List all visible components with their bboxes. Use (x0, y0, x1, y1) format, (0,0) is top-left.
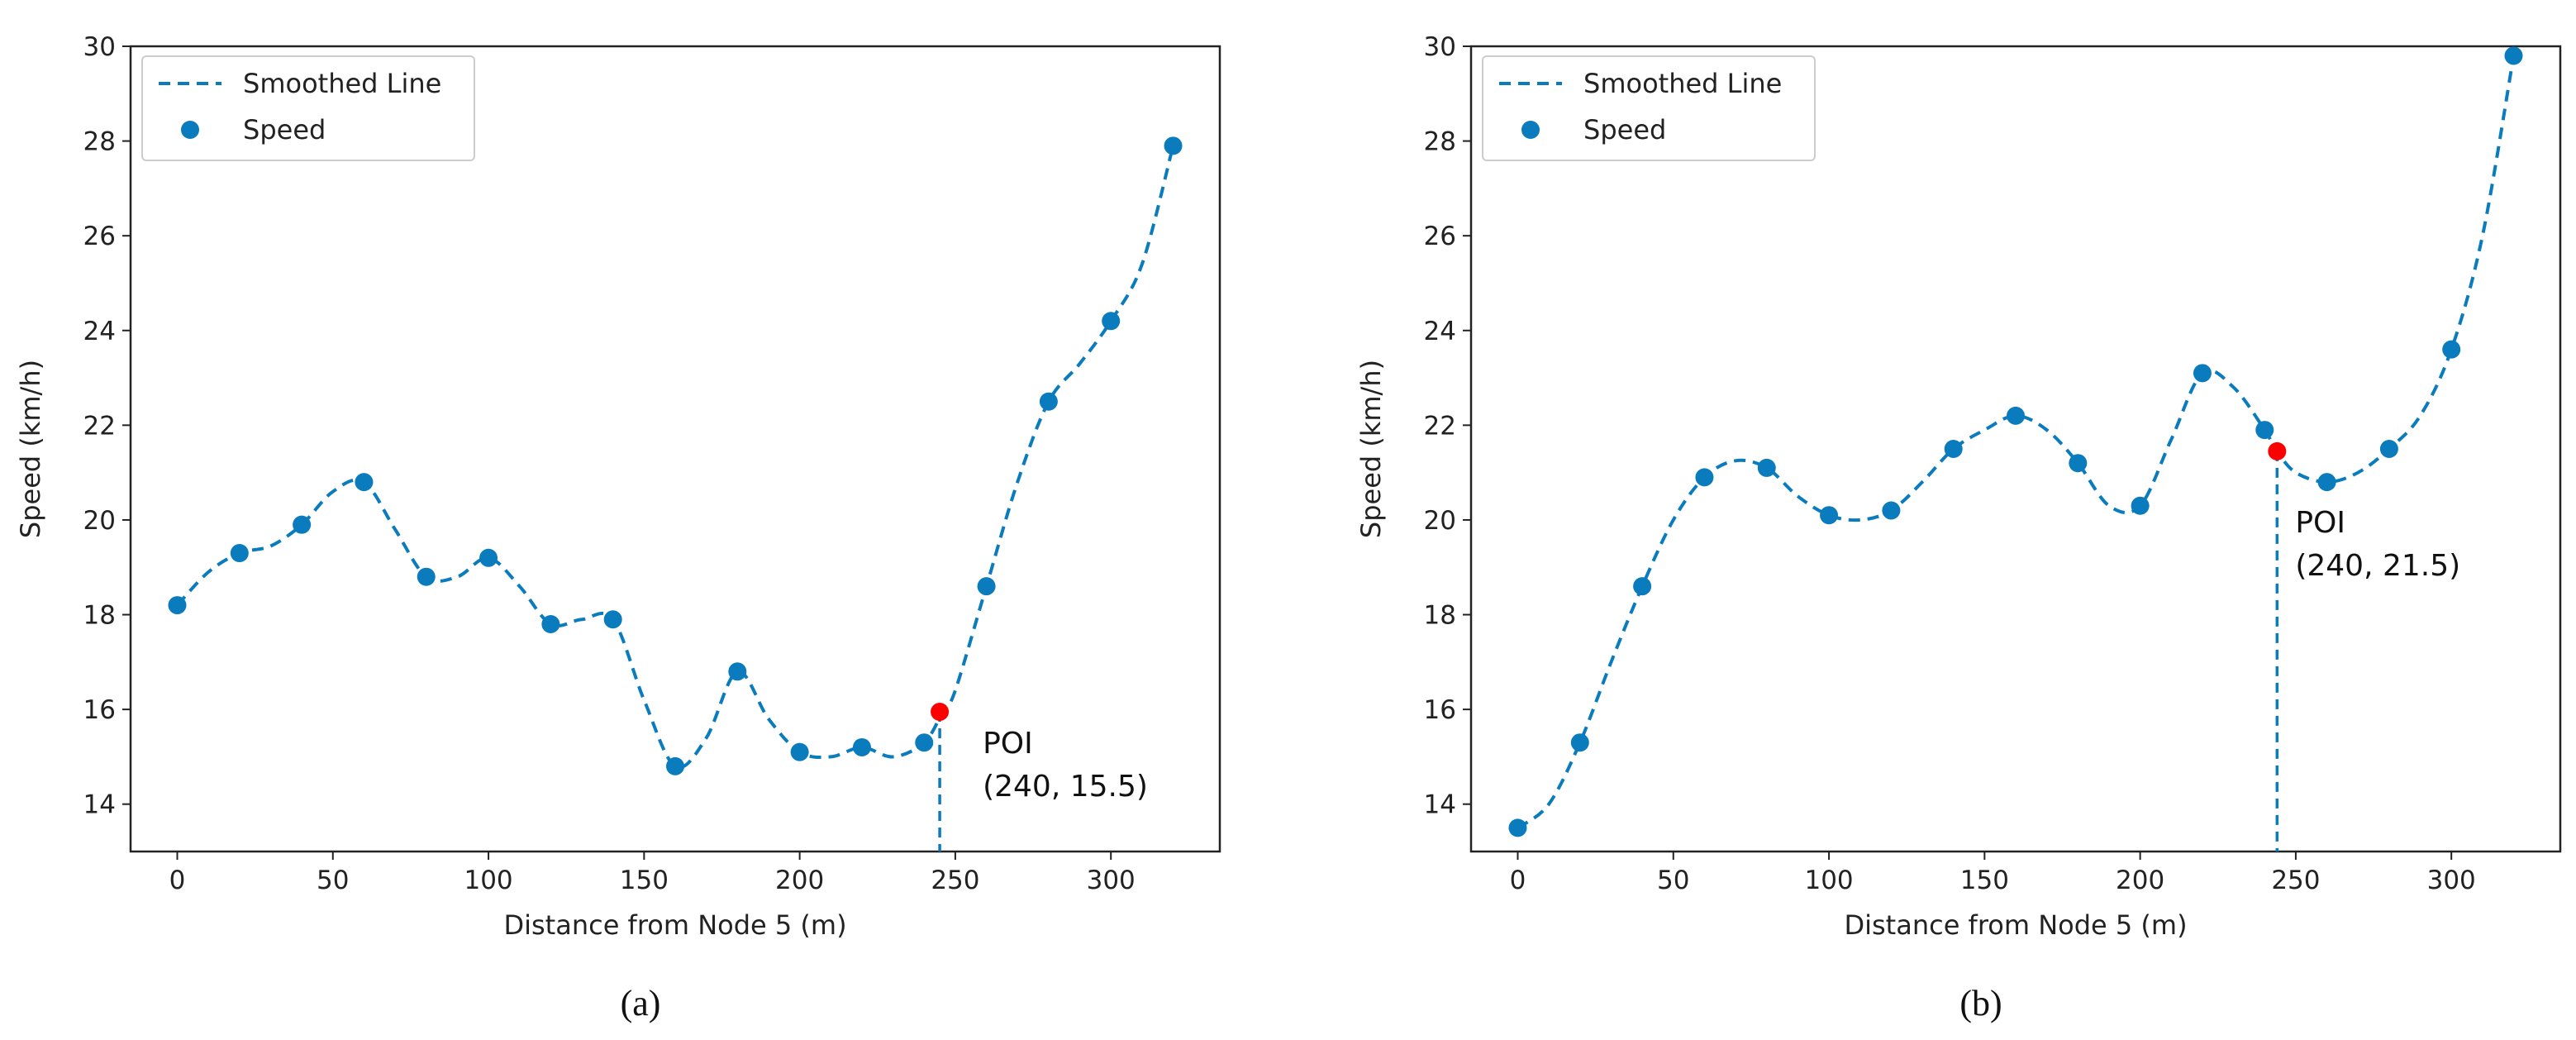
y-tick-label: 24 (83, 317, 116, 346)
chart-panel-a: 0 50 100 150 200 250 300 14 16 18 20 22 24 26 28 30 POI… (15, 32, 1221, 1023)
speed-point (2193, 364, 2212, 383)
speed-point (1508, 818, 1527, 837)
x-tick-label: 250 (2271, 866, 2320, 895)
x-tick-label: 200 (775, 866, 824, 895)
speed-point (1039, 392, 1058, 411)
x-tick-label: 300 (2427, 866, 2476, 895)
x-tick-label: 150 (620, 866, 669, 895)
speed-point (2442, 340, 2461, 359)
y-tick-label: 28 (83, 127, 116, 157)
y-tick-label: 14 (1424, 790, 1456, 820)
legend: Smoothed Line Speed (141, 55, 475, 161)
x-tick-label: 100 (1804, 866, 1853, 895)
speed-point (293, 515, 312, 534)
legend-speed-label: Speed (243, 114, 326, 146)
speed-point (852, 737, 871, 756)
poi-marker (931, 702, 950, 721)
speed-point (2317, 473, 2336, 492)
speed-point (2504, 46, 2523, 65)
speed-point (1695, 468, 1714, 487)
legend-box (141, 55, 475, 161)
x-tick-label: 50 (317, 866, 349, 895)
speed-points (168, 136, 1183, 775)
y-tick-label: 16 (1424, 695, 1456, 725)
speed-point (1944, 440, 1963, 458)
y-tick-label: 22 (83, 411, 116, 441)
y-tick-label: 18 (1424, 601, 1456, 631)
poi-coords: (240, 21.5) (2295, 549, 2460, 583)
y-tick-label: 28 (1424, 127, 1456, 157)
x-axis-label: Distance from Node 5 (m) (1844, 909, 2187, 941)
speed-points (1508, 46, 2523, 837)
y-tick-label: 26 (83, 222, 116, 251)
axis-ticks: 0 50 100 150 200 250 300 14 16 18 20 22 24 26 28 30 (83, 32, 1136, 895)
panel-caption: (b) (1959, 983, 2002, 1023)
speed-point (1570, 733, 1589, 752)
speed-point (1882, 501, 1901, 520)
speed-point (666, 756, 684, 775)
x-tick-label: 100 (464, 866, 512, 895)
speed-point (915, 733, 934, 752)
speed-point (790, 742, 809, 761)
legend-speed-swatch (1521, 121, 1540, 139)
speed-point (479, 548, 498, 567)
chart-panel-b: 0 50 100 150 200 250 300 14 16 18 20 22 24 26 28 30 POI… (1355, 32, 2562, 1023)
x-tick-label: 0 (1510, 866, 1526, 895)
plot-frame (129, 45, 1221, 853)
y-tick-label: 30 (83, 32, 116, 62)
speed-point (355, 473, 374, 492)
speed-point (728, 662, 747, 681)
speed-point (603, 610, 622, 629)
legend-smoothed-label: Smoothed Line (243, 68, 441, 99)
speed-point (1164, 136, 1183, 155)
panel-caption: (a) (621, 983, 661, 1023)
poi-coords: (240, 15.5) (983, 770, 1148, 804)
poi-label: POI (2295, 506, 2345, 540)
y-axis-label: Speed (km/h) (15, 360, 46, 538)
x-tick-label: 50 (1657, 866, 1689, 895)
speed-point (2255, 421, 2274, 440)
speed-point (1757, 458, 1776, 477)
y-tick-label: 20 (83, 506, 116, 536)
speed-point (2069, 454, 2088, 473)
x-tick-label: 200 (2116, 866, 2164, 895)
x-tick-label: 0 (169, 866, 186, 895)
legend-smoothed-label: Smoothed Line (1583, 68, 1782, 99)
smoothed-line (176, 145, 1175, 770)
speed-point (541, 614, 560, 633)
y-axis-label: Speed (km/h) (1355, 360, 1387, 538)
y-tick-label: 24 (1424, 317, 1456, 346)
legend-speed-label: Speed (1583, 114, 1666, 146)
y-tick-label: 26 (1424, 222, 1456, 251)
x-axis-label: Distance from Node 5 (m) (503, 909, 846, 941)
y-tick-label: 18 (83, 601, 116, 631)
speed-point (977, 577, 996, 596)
speed-point (2007, 406, 2025, 425)
x-tick-label: 250 (931, 866, 979, 895)
poi-marker (2268, 441, 2287, 460)
poi-label: POI (983, 727, 1033, 761)
speed-point (230, 544, 249, 563)
y-tick-label: 30 (1424, 32, 1456, 62)
y-tick-label: 20 (1424, 506, 1456, 536)
speed-point (1633, 577, 1652, 596)
x-tick-label: 300 (1087, 866, 1136, 895)
speed-point (168, 596, 187, 615)
speed-point (417, 567, 436, 586)
y-tick-label: 14 (83, 790, 116, 820)
speed-point (1820, 506, 1839, 525)
y-tick-label: 22 (1424, 411, 1456, 441)
speed-point (2131, 496, 2150, 515)
plot-frame (1469, 45, 2562, 853)
legend-speed-swatch (181, 121, 199, 139)
speed-point (2379, 440, 2398, 458)
y-tick-label: 16 (83, 695, 116, 725)
smoothed-line (1517, 55, 2516, 830)
legend-box (1482, 55, 1816, 161)
axis-ticks: 0 50 100 150 200 250 300 14 16 18 20 22 24 26 28 30 (1424, 32, 2476, 895)
speed-point (1102, 312, 1121, 331)
x-tick-label: 150 (1960, 866, 2009, 895)
legend: Smoothed Line Speed (1482, 55, 1816, 161)
